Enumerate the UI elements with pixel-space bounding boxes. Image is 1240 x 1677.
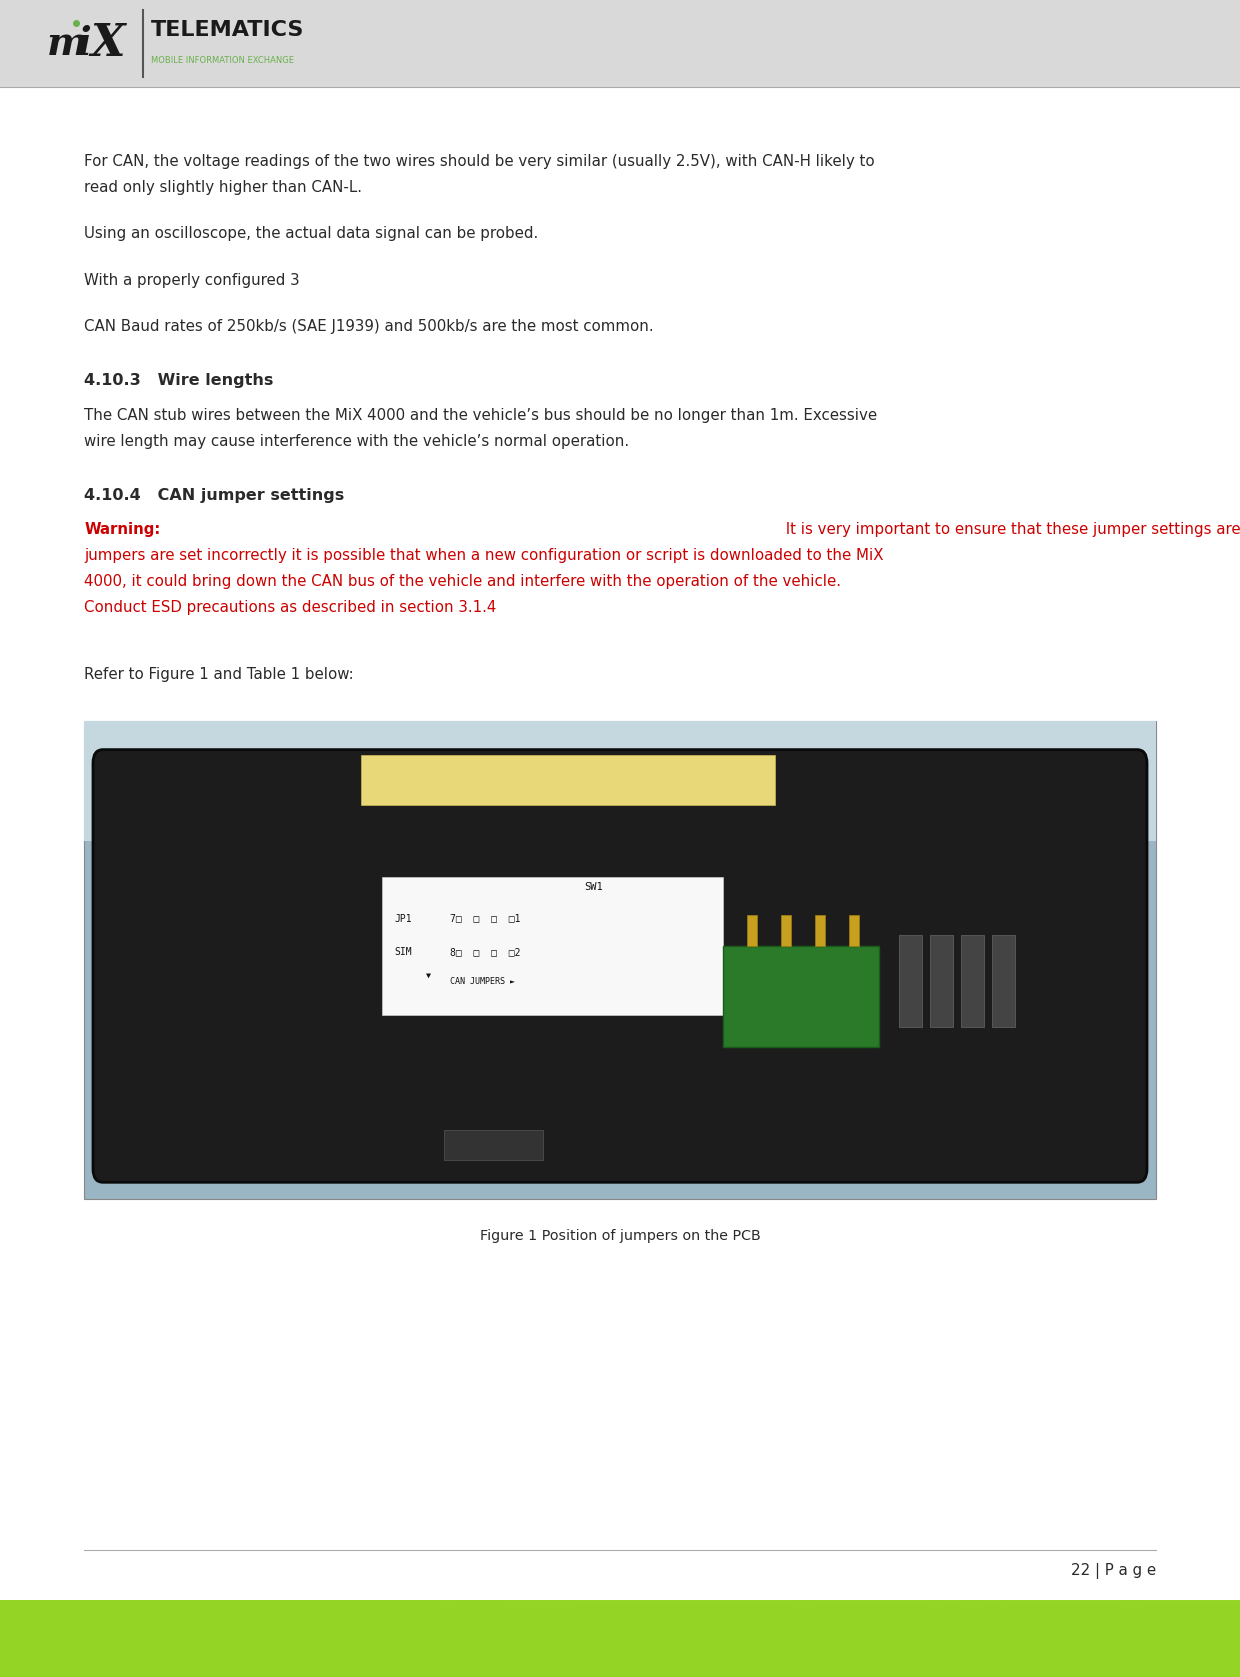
Polygon shape <box>0 1667 1240 1677</box>
Text: 4000, it could bring down the CAN bus of the vehicle and interfere with the oper: 4000, it could bring down the CAN bus of… <box>84 574 841 589</box>
Text: The CAN stub wires between the MiX 4000 and the vehicle’s bus should be no longe: The CAN stub wires between the MiX 4000 … <box>84 408 878 423</box>
FancyBboxPatch shape <box>84 721 1156 1199</box>
Text: SW1: SW1 <box>584 882 603 892</box>
Polygon shape <box>0 1660 1240 1675</box>
Text: Refer to Figure 1 and Table 1 below:: Refer to Figure 1 and Table 1 below: <box>84 666 353 681</box>
Polygon shape <box>0 1648 1240 1662</box>
Text: JP1: JP1 <box>394 914 412 924</box>
Polygon shape <box>0 1617 1240 1632</box>
Polygon shape <box>0 1648 1240 1677</box>
Text: 8□  □  □  □2: 8□ □ □ □2 <box>450 948 521 958</box>
Text: i: i <box>77 25 92 62</box>
Text: wire length may cause interference with the vehicle’s normal operation.: wire length may cause interference with … <box>84 433 630 448</box>
Text: SIM: SIM <box>394 948 412 958</box>
FancyBboxPatch shape <box>899 934 921 1026</box>
Text: Warning:: Warning: <box>84 522 160 537</box>
FancyBboxPatch shape <box>382 877 723 1015</box>
Text: ▼: ▼ <box>425 971 430 979</box>
FancyBboxPatch shape <box>84 721 1156 840</box>
Polygon shape <box>0 1618 1240 1677</box>
FancyBboxPatch shape <box>849 916 859 946</box>
Text: 4.10.3   Wire lengths: 4.10.3 Wire lengths <box>84 374 274 387</box>
Polygon shape <box>0 1637 1240 1677</box>
Polygon shape <box>0 1623 1240 1638</box>
Text: jumpers are set incorrectly it is possible that when a new configuration or scri: jumpers are set incorrectly it is possib… <box>84 548 884 563</box>
Polygon shape <box>0 1623 1240 1677</box>
Polygon shape <box>0 1628 1240 1643</box>
Text: For CAN, the voltage readings of the two wires should be very similar (usually 2: For CAN, the voltage readings of the two… <box>84 154 875 169</box>
Polygon shape <box>0 1612 1240 1677</box>
Text: m: m <box>47 25 88 62</box>
Text: CAN Baud rates of 250kb/s (SAE J1939) and 500kb/s are the most common.: CAN Baud rates of 250kb/s (SAE J1939) an… <box>84 319 653 334</box>
Polygon shape <box>0 1660 1240 1677</box>
FancyBboxPatch shape <box>746 916 756 946</box>
Text: X: X <box>91 22 125 65</box>
Text: MOBILE INFORMATION EXCHANGE: MOBILE INFORMATION EXCHANGE <box>151 55 294 65</box>
Text: 22 | P a g e: 22 | P a g e <box>1070 1563 1156 1580</box>
Text: 4.10.4   CAN jumper settings: 4.10.4 CAN jumper settings <box>84 488 345 503</box>
Text: read only slightly higher than CAN-L.: read only slightly higher than CAN-L. <box>84 181 362 195</box>
Polygon shape <box>0 1610 1240 1625</box>
FancyBboxPatch shape <box>93 750 1147 1182</box>
FancyBboxPatch shape <box>961 934 983 1026</box>
Text: Using an oscilloscope, the actual data signal can be probed.: Using an oscilloscope, the actual data s… <box>84 226 538 241</box>
Polygon shape <box>0 1591 1240 1607</box>
FancyBboxPatch shape <box>930 934 952 1026</box>
Polygon shape <box>0 1655 1240 1677</box>
Polygon shape <box>0 1642 1240 1677</box>
Polygon shape <box>0 1605 1240 1677</box>
Text: CAN JUMPERS ►: CAN JUMPERS ► <box>450 978 516 986</box>
Polygon shape <box>0 1667 1240 1677</box>
FancyBboxPatch shape <box>992 934 1014 1026</box>
FancyBboxPatch shape <box>444 1130 543 1160</box>
Polygon shape <box>0 1598 1240 1613</box>
FancyBboxPatch shape <box>362 755 775 805</box>
Polygon shape <box>0 1654 1240 1669</box>
Polygon shape <box>0 1642 1240 1657</box>
Text: TELEMATICS: TELEMATICS <box>151 20 305 40</box>
Polygon shape <box>0 1600 1240 1677</box>
Polygon shape <box>0 1672 1240 1677</box>
Text: It is very important to ensure that these jumper settings are correct at install: It is very important to ensure that thes… <box>781 522 1240 537</box>
FancyBboxPatch shape <box>781 916 791 946</box>
Text: With a properly configured 3: With a properly configured 3 <box>84 273 300 287</box>
Text: Figure 1 Position of jumpers on the PCB: Figure 1 Position of jumpers on the PCB <box>480 1229 760 1243</box>
Text: 7□  □  □  □1: 7□ □ □ □1 <box>450 914 521 924</box>
Polygon shape <box>0 1635 1240 1650</box>
Text: Conduct ESD precautions as described in section 3.1.4: Conduct ESD precautions as described in … <box>84 600 497 615</box>
Polygon shape <box>0 1674 1240 1677</box>
FancyBboxPatch shape <box>0 0 1240 87</box>
Polygon shape <box>0 1630 1240 1677</box>
FancyBboxPatch shape <box>815 916 825 946</box>
FancyBboxPatch shape <box>723 946 878 1046</box>
Polygon shape <box>0 1605 1240 1618</box>
